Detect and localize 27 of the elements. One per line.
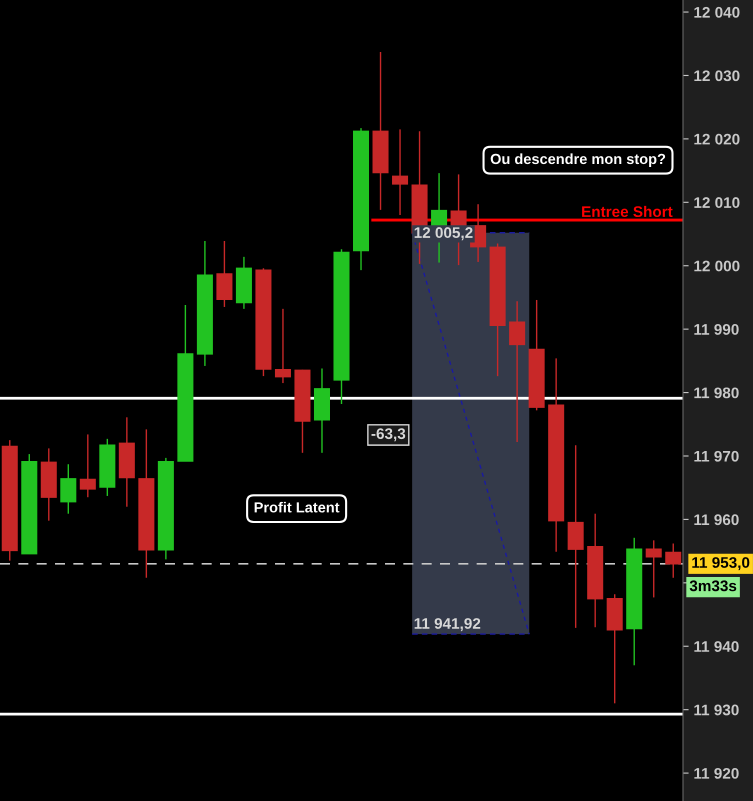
y-tick-label: 11 990 [694, 324, 739, 335]
y-tick-label: 11 930 [694, 704, 739, 716]
annotation: 12 005,2 [414, 227, 473, 240]
candlestick [509, 300, 526, 443]
y-tick-label: 12 030 [694, 70, 740, 82]
candlestick [274, 308, 291, 384]
candlestick [60, 464, 76, 514]
y-tick-label: 11 970 [694, 450, 739, 462]
y-tick-label: 11 940 [694, 641, 739, 652]
candlestick [646, 540, 662, 598]
text: 3m33s [690, 580, 736, 592]
y-tick-label: 12 010 [694, 197, 740, 208]
annotation: -63,3 [372, 428, 406, 442]
annotation: 11 941,92 [414, 618, 480, 632]
ref-line-label: 11 953,0 [692, 557, 750, 570]
annotation: Profit Latent [254, 502, 340, 513]
y-tick-label: 11 960 [694, 514, 739, 526]
y-tick-label: 11 980 [694, 387, 739, 398]
y-tick-label: 12 040 [694, 6, 740, 18]
ref-line-label: Entree Short [582, 206, 673, 218]
annotation: Ou descendre mon stop? [490, 153, 666, 167]
y-tick-label: 12 020 [694, 134, 740, 145]
y-tick-label: 11 920 [694, 768, 739, 779]
candlestick [392, 128, 408, 216]
candlestick [80, 434, 96, 498]
y-tick-label: 12 000 [694, 260, 740, 272]
candlestick [665, 542, 682, 578]
